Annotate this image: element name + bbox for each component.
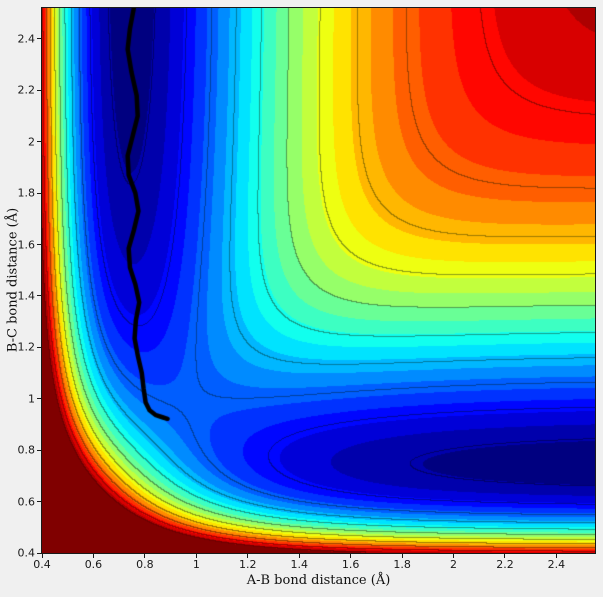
y-tick-label: 0.8 [17,443,36,457]
x-tick-label: 1.4 [290,558,308,571]
x-tick-mark [555,554,557,558]
y-tick-mark [37,89,41,91]
x-tick-label: 2 [450,558,458,571]
x-tick-mark [144,554,146,558]
y-tick-label: 0.4 [17,546,36,560]
x-tick-label: 0.4 [33,558,51,571]
contour-plot-canvas [42,8,595,553]
y-tick-label: 0.6 [17,495,36,509]
y-axis-label: B-C bond distance (Å) [5,207,21,353]
x-tick-label: 0.6 [84,558,103,571]
y-tick-mark [37,244,41,245]
plot-area [41,7,596,554]
y-tick-mark [37,398,41,400]
x-tick-mark [401,554,403,558]
x-tick-label: 1 [192,558,200,571]
x-tick-label: 2.2 [496,558,514,571]
y-tick-label: 1.2 [17,340,36,354]
x-tick-mark [195,554,197,558]
x-tick-mark [298,554,300,558]
y-tick-mark [37,552,41,554]
x-tick-mark [247,554,249,558]
y-tick-label: 1.6 [17,238,36,251]
y-tick-label: 1 [28,392,35,406]
y-tick-mark [37,501,41,503]
y-tick-mark [37,449,41,451]
y-tick-mark [37,346,41,348]
y-tick-mark [37,295,41,297]
x-tick-label: 1.8 [393,558,411,571]
x-tick-label: 1.6 [341,558,360,571]
y-tick-label: 2 [28,135,35,149]
x-tick-label: 1.2 [239,558,257,571]
x-tick-mark [504,554,506,558]
x-tick-label: 2.4 [547,558,566,571]
x-tick-mark [350,554,352,558]
y-tick-label: 2.4 [17,32,36,46]
y-tick-label: 1.4 [17,289,36,303]
y-tick-label: 2.2 [17,83,36,97]
x-tick-mark [453,554,455,558]
x-tick-mark [41,554,43,558]
y-tick-mark [37,38,41,40]
x-tick-mark [92,554,94,558]
y-tick-label: 1.8 [17,186,36,200]
x-tick-label: 0.8 [136,558,154,571]
x-axis-label: A-B bond distance (Å) [246,573,391,588]
y-tick-mark [37,192,41,194]
y-tick-mark [37,141,41,143]
